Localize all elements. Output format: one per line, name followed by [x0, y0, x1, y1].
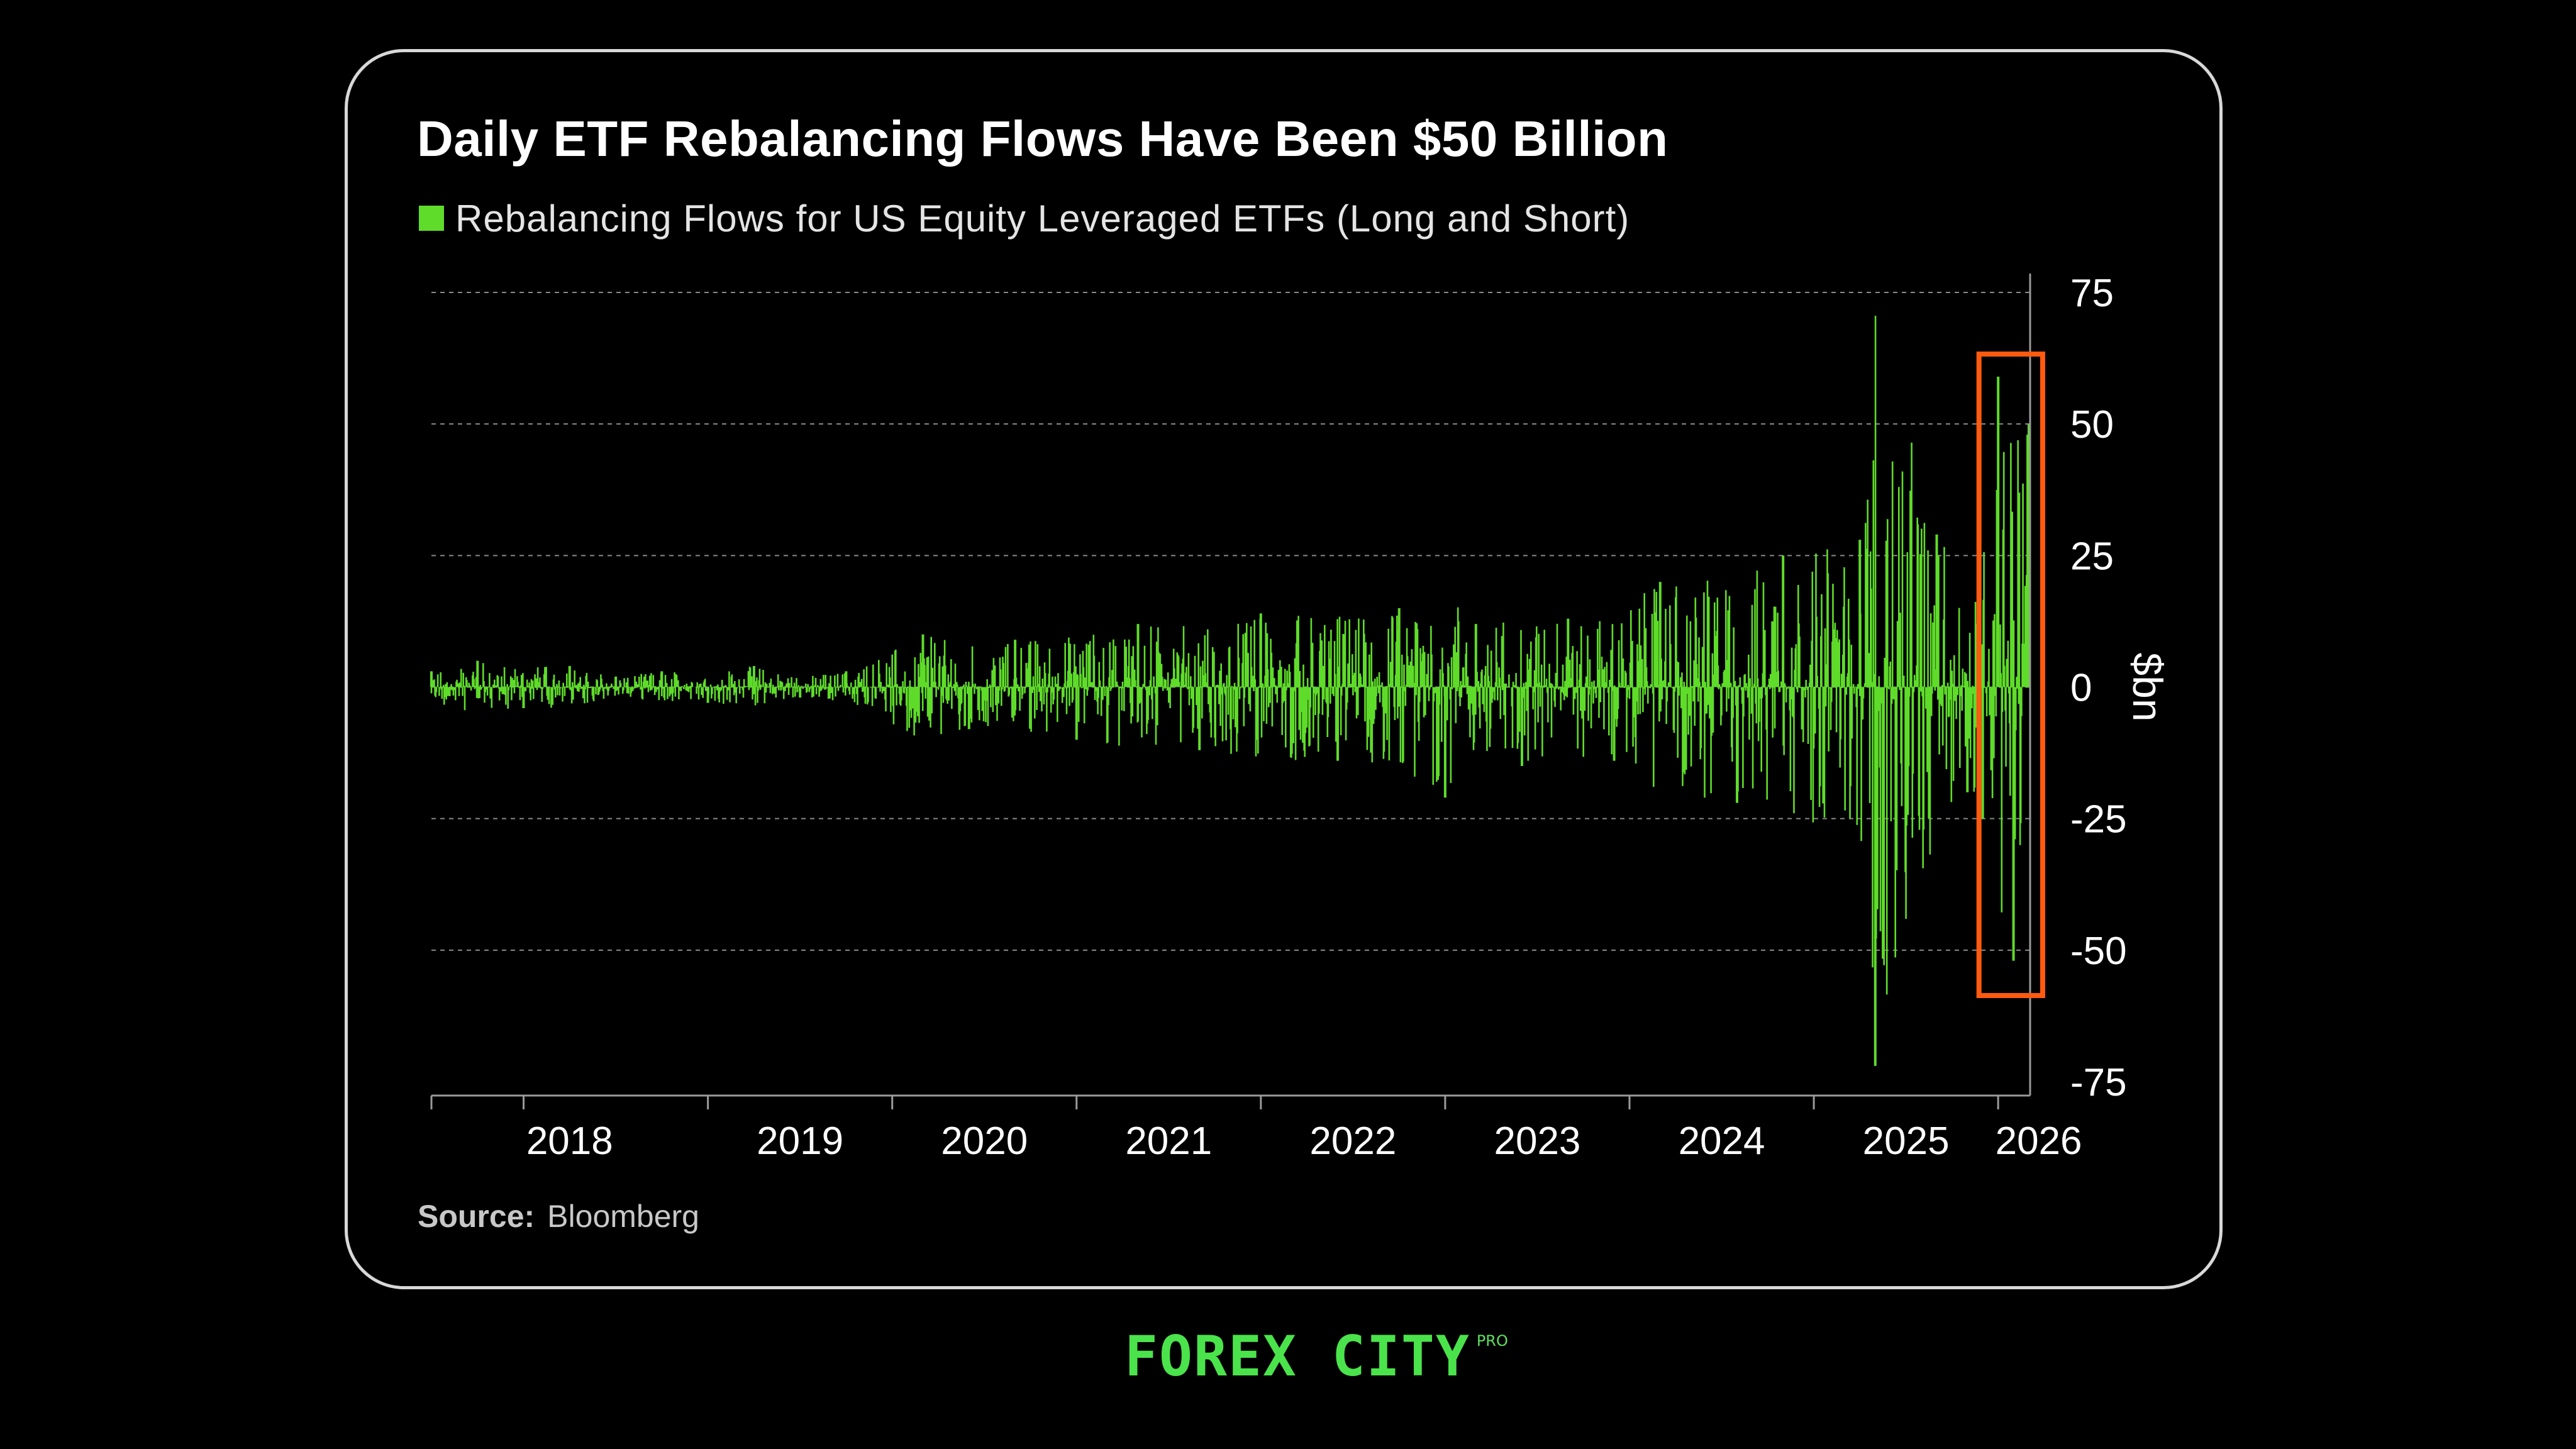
x-tick-label: 2024 [1679, 1119, 1765, 1163]
brand-name: FOREX CITY [1124, 1324, 1470, 1389]
y-tick-label: 25 [2070, 535, 2114, 578]
x-tick-label: 2020 [941, 1119, 1028, 1163]
y-tick-label: -50 [2070, 930, 2127, 973]
x-tick-label: 2025 [1863, 1119, 1950, 1163]
y-tick-label: 50 [2070, 403, 2114, 447]
highlight-box [1976, 352, 2045, 998]
y-tick-label: -75 [2070, 1061, 2127, 1104]
legend-swatch [419, 206, 444, 231]
legend-label: Rebalancing Flows for US Equity Leverage… [455, 197, 1630, 240]
x-tick-label: 2021 [1125, 1119, 1212, 1163]
y-tick-label: 0 [2070, 667, 2092, 710]
y-tick-label: -25 [2070, 798, 2127, 841]
x-tick-label: 2022 [1309, 1119, 1396, 1163]
x-tick-label: 2018 [526, 1119, 613, 1163]
source-value: Bloomberg [547, 1199, 699, 1234]
brand-logo: FOREX CITY PRO [1124, 1328, 1508, 1385]
x-tick-label: 2023 [1494, 1119, 1580, 1163]
source-label: Source: [418, 1199, 535, 1234]
brand-badge: PRO [1476, 1332, 1508, 1350]
x-tick-label: 2026 [1996, 1119, 2082, 1163]
y-axis-title: $bn [2124, 652, 2171, 721]
chart-legend: Rebalancing Flows for US Equity Leverage… [419, 196, 1629, 240]
source-note: Source: Bloomberg [418, 1198, 699, 1235]
chart-title: Daily ETF Rebalancing Flows Have Been $5… [417, 111, 1668, 167]
x-tick-label: 2019 [757, 1119, 843, 1163]
y-tick-label: 75 [2070, 272, 2114, 315]
